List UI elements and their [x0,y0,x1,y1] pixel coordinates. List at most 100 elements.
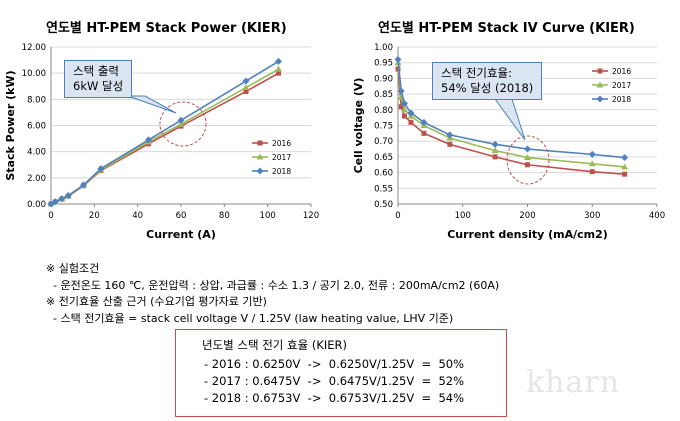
chart-2-y-tick-label: 0.95 [374,59,393,69]
notes-line-1: ※ 실험조건 [46,262,100,275]
chart-2-legend-label-2018: 2018 [612,95,631,104]
chart-2-series-2017-point [588,160,596,167]
chart-2-series-2016-point [401,113,407,119]
chart-1-highlight-ellipse [159,101,207,147]
chart-1-series-2018-point [275,57,282,65]
chart-2-series-2016-point [622,171,628,177]
chart-1-series-2018-point [242,77,250,85]
chart-1-x-tick-label: 100 [260,211,276,221]
chart-2-series-2018-point [524,145,531,153]
chart-2-y-tick-label: 0.65 [374,153,393,163]
chart-2-series-2017-point [524,154,531,161]
charts-canvas: 0.00 2.00 4.00 6.00 8.00 10.00 12.00 0 20 40 60 80 1… [4,43,665,241]
chart-2-y-tick-label: 0.80 [374,106,393,116]
chart-2-legend-marker [597,68,603,74]
chart-2-callout: 스택 전기효율: 54% 달성 (2018) [432,62,543,100]
chart-2-highlight-ellipse [506,135,550,185]
chart-2-callout-pointer [494,98,526,141]
chart-2-series-2018-line [397,59,625,159]
chart-1-callout-pointer [127,95,177,114]
chart-2-y-tick-label: 0.60 [374,169,393,179]
chart-2-legend-marker [596,95,604,103]
chart-1-legend-marker [256,167,264,175]
chart-2-y-tick-label: 0.55 [374,184,393,194]
chart-1-y-tick-label: 8.00 [27,95,46,105]
chart-2-series-2017-point [400,106,408,113]
chart-1-series-2018-point [64,191,72,199]
watermark-logo: kharn [526,365,621,400]
chart-1-series-2018-point [97,165,105,173]
chart-2-y-tick-label: 0.70 [374,137,393,147]
chart-1-series-2017-point [275,65,282,72]
chart-1-series-2018-point [177,116,185,124]
chart-1-y-tick-label: 12.00 [22,43,46,53]
notes-line-3: ※ 전기효율 산출 근거 (수요기업 평가자료 기반) [46,295,267,308]
efficiency-box: 년도별 스택 전기 효율 (KIER) - 2016 : 0.6250V -> … [175,329,507,417]
chart-2-series-2016-point [589,169,595,175]
chart-2-series-2018-point [420,118,428,126]
chart-1-legend-label-2016: 2016 [272,139,291,148]
chart-2-series-2018-point [588,150,596,158]
chart-2-series-2018-point [621,154,629,162]
chart-2-series-2018-point [400,100,408,108]
chart-2-x-tick-label: 300 [584,211,600,221]
chart-2-y-tick-label: 0.50 [374,200,393,210]
chart-1-series-2017-point [242,84,250,91]
efficiency-row-2016: - 2016 : 0.6250V -> 0.6250V/1.25V = 50% [204,357,465,371]
chart-1-series-2018-line [50,60,279,205]
chart-2-series-2017-point [621,163,629,170]
notes-line-2: - 운전온도 160 ℃, 운전압력 : 상압, 과급률 : 수소 1.3 / … [46,278,500,292]
chart-1-series-2018-point [51,198,59,206]
chart-2-x-tick-label: 0 [395,211,400,221]
chart-1-series-2018-point [145,136,152,144]
notes-line-4: - 스택 전기효율 = stack cell voltage V / 1.25V… [46,311,454,325]
chart-2-series-2018-point [394,56,402,64]
chart-2-x-axis-label: Current density (mA/cm2) [447,228,608,241]
chart-1-series-2016-point [276,70,281,76]
chart-1-x-tick-label: 60 [176,211,187,221]
chart-1-legend-marker [256,153,264,160]
chart-2-series-2016-point [447,141,453,147]
chart-2-y-tick-label: 1.00 [374,43,393,53]
chart-1-y-tick-label: 0.00 [27,200,46,210]
chart-1-series-2016-point [243,88,249,94]
chart-1-legend-marker [257,140,263,146]
chart-2-x-tick-label: 200 [519,211,535,221]
chart-1-callout: 스택 출력 6kW 달성 [64,60,133,98]
chart-1-y-tick-label: 10.00 [22,69,46,79]
chart-2-series-2016-point [492,154,498,160]
chart-1-series-2018-point [80,181,87,189]
efficiency-row-2017: - 2017 : 0.6475V -> 0.6475V/1.25V = 52% [204,374,465,388]
chart-1-series-2018-point [58,195,66,203]
chart-2-series-2018-point [491,140,499,148]
efficiency-box-title: 년도별 스택 전기 효율 (KIER) [202,338,348,352]
chart-1-x-tick-label: 20 [89,211,100,221]
chart-2-series-2016-point [398,104,404,110]
chart-1-legend-label-2017: 2017 [272,153,291,162]
chart-2-legend-label-2017: 2017 [612,81,631,90]
chart-1-x-tick-label: 80 [219,211,230,221]
chart-1-y-tick-label: 6.00 [27,122,46,132]
chart-2-legend-marker [596,81,604,88]
chart-1-legend-label-2018: 2018 [272,167,291,176]
chart-2-legend-label-2016: 2016 [612,67,631,76]
chart-2-series-2018-point [407,109,415,117]
chart-2-y-tick-label: 0.75 [374,122,393,132]
chart-1-x-tick-label: 120 [303,211,319,221]
chart-2-x-tick-label: 400 [649,211,665,221]
chart-1-y-tick-label: 4.00 [27,148,46,158]
chart-2-y-axis-label: Cell voltage (V) [352,78,365,174]
chart-1-y-axis-label: Stack Power (kW) [4,70,17,180]
chart-2-y-tick-label: 0.90 [374,74,393,84]
chart-2-title: 연도별 HT-PEM Stack IV Curve (KIER) [378,21,635,36]
chart-2-series-2016-point [408,119,414,125]
chart-2-series-2016-point [525,162,530,168]
chart-1-x-axis-label: Current (A) [146,228,216,241]
chart-2-x-tick-label: 100 [455,211,471,221]
chart-1-x-tick-label: 40 [132,211,143,221]
experiment-notes: ※ 실험조건 - 운전온도 160 ℃, 운전압력 : 상압, 과급률 : 수소… [46,261,499,327]
efficiency-row-2018: - 2018 : 0.6753V -> 0.6753V/1.25V = 54% [204,391,465,405]
chart-2-series-2016-point [421,130,427,136]
chart-2-series-2017-point [491,147,499,154]
chart-2-y-tick-label: 0.85 [374,90,393,100]
